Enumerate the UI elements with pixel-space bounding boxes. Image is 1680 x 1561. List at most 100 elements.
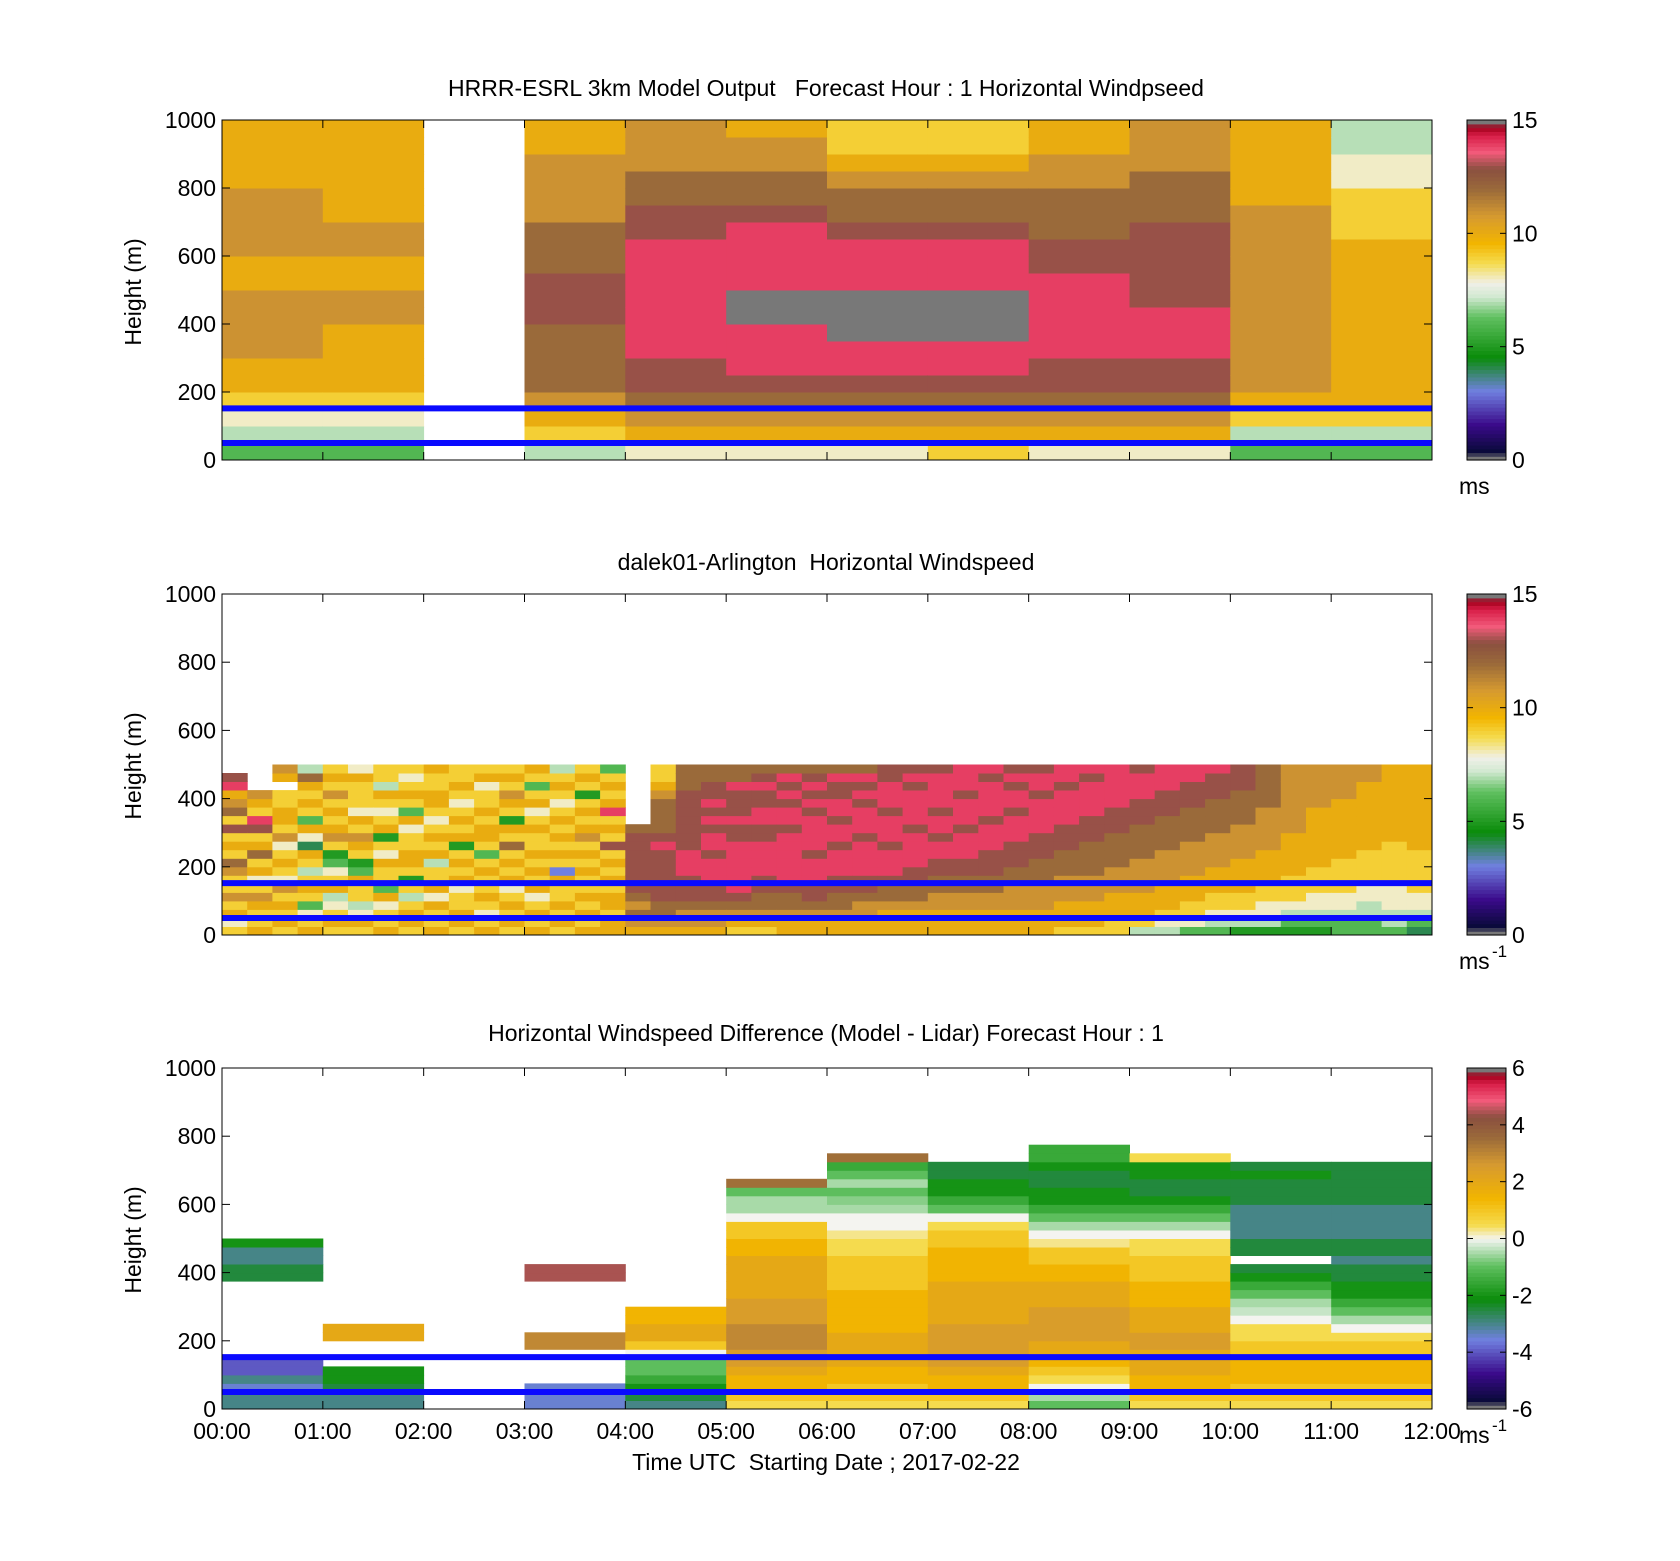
heatmap-cell — [953, 790, 979, 800]
heatmap-cell — [625, 205, 727, 223]
heatmap-cell — [927, 426, 1030, 444]
heatmap-cell — [927, 1221, 1030, 1231]
heatmap-cell — [1129, 154, 1231, 172]
heatmap-cell — [322, 171, 425, 189]
colorbar-swatch — [1467, 779, 1506, 785]
heatmap-cell — [827, 1289, 929, 1299]
heatmap-cell — [776, 926, 803, 936]
heatmap-cell — [726, 137, 828, 155]
heatmap-cell — [726, 409, 828, 427]
heatmap-cell — [1179, 909, 1206, 919]
heatmap-cell — [625, 918, 651, 927]
heatmap-cell — [600, 798, 626, 808]
heatmap-cell — [1356, 892, 1383, 902]
heatmap-cell — [524, 137, 626, 155]
heatmap-cell — [625, 832, 651, 842]
heatmap-cell — [726, 1272, 828, 1282]
colorbar-swatch — [1467, 916, 1506, 921]
heatmap-cell — [927, 849, 954, 859]
heatmap-cell — [1104, 866, 1130, 876]
heatmap-cell — [701, 875, 727, 885]
heatmap-cell — [1028, 290, 1130, 308]
heatmap-cell — [675, 841, 702, 851]
heatmap-cell — [322, 426, 425, 444]
heatmap-cell — [978, 807, 1004, 817]
heatmap-cell — [1129, 1153, 1231, 1163]
heatmap-cell — [701, 926, 727, 936]
colorbar-swatch — [1467, 1352, 1506, 1357]
heatmap-cell — [978, 849, 1004, 859]
heatmap-cell — [1230, 1221, 1332, 1231]
heatmap-cell — [524, 154, 626, 172]
heatmap-cell — [953, 824, 979, 834]
colorbar-swatch — [1467, 810, 1506, 815]
heatmap-cell — [524, 1332, 626, 1342]
heatmap-cell — [322, 918, 349, 927]
heatmap-cell — [726, 375, 828, 393]
heatmap-cell — [625, 256, 727, 274]
heatmap-cell — [1129, 1187, 1231, 1197]
heatmap-cell — [1331, 341, 1433, 359]
heatmap-cell — [398, 781, 425, 791]
heatmap-cell — [398, 875, 425, 885]
y-tick-label: 400 — [178, 1260, 216, 1286]
heatmap-cell — [650, 781, 677, 791]
heatmap-cell — [222, 1357, 324, 1367]
heatmap-cell — [1381, 866, 1408, 876]
heatmap-cell — [625, 188, 727, 206]
heatmap-cell — [1331, 1392, 1433, 1401]
colorbar-swatch — [1467, 912, 1506, 917]
heatmap-cell — [1356, 858, 1383, 868]
colorbar-swatch — [1467, 290, 1506, 295]
y-tick-label: 400 — [178, 786, 216, 812]
heatmap-cell — [726, 324, 828, 342]
heatmap-cell — [322, 790, 349, 800]
reference-lines — [222, 1354, 1432, 1395]
heatmap-cell — [827, 1366, 929, 1376]
heatmap-cell — [953, 841, 979, 851]
heatmap-cell — [1129, 781, 1156, 791]
heatmap-cell — [1406, 909, 1433, 919]
colorbar-swatch — [1467, 1170, 1506, 1175]
heatmap-cell — [1331, 798, 1357, 808]
heatmap-cell — [1230, 1400, 1332, 1410]
heatmap-cell — [272, 892, 299, 902]
heatmap-cell — [474, 926, 500, 936]
colorbar-swatch — [1467, 1234, 1506, 1240]
colorbar-swatch — [1467, 1261, 1506, 1266]
heatmap-cell — [1003, 798, 1030, 808]
heatmap-cell — [549, 773, 576, 782]
heatmap-cell — [1331, 1366, 1433, 1376]
heatmap-cell — [827, 900, 853, 910]
heatmap-cell — [1331, 1289, 1433, 1299]
heatmap-cell — [524, 188, 626, 206]
colorbar-swatch — [1467, 863, 1506, 868]
colorbar-swatch — [1467, 1374, 1506, 1380]
heatmap-cell — [927, 918, 954, 927]
heatmap-cell — [1230, 849, 1256, 859]
heatmap-cell — [751, 790, 778, 800]
heatmap-cell — [751, 849, 778, 859]
heatmap-cell — [801, 918, 828, 927]
heatmap-cell — [1381, 909, 1408, 919]
heatmap-cell — [1255, 832, 1282, 842]
heatmap-cell — [776, 832, 803, 842]
heatmap-cell — [1129, 1255, 1231, 1265]
heatmap-cell — [726, 1281, 828, 1291]
heatmap-cell — [1129, 1264, 1231, 1274]
heatmap-cell — [650, 866, 677, 876]
heatmap-cell — [322, 409, 425, 427]
heatmap-cell — [650, 926, 677, 936]
heatmap-cell — [348, 909, 374, 919]
heatmap-cell — [398, 824, 425, 834]
heatmap-cell — [1079, 790, 1105, 800]
heatmap-cell — [1129, 1212, 1231, 1222]
y-tick-label: 0 — [203, 922, 216, 948]
colorbar-swatch — [1467, 1257, 1506, 1262]
heatmap-cell — [222, 1366, 324, 1376]
colorbar-swatch — [1467, 605, 1506, 610]
panel-title: HRRR-ESRL 3km Model Output Forecast Hour… — [448, 75, 1204, 101]
heatmap-cell — [927, 798, 954, 808]
heatmap-cell — [927, 883, 954, 893]
